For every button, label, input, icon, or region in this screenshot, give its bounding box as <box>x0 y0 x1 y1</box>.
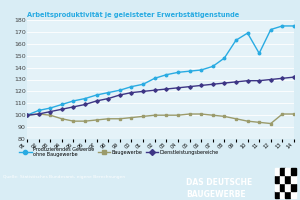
Bar <box>291 191 296 198</box>
Bar <box>291 184 296 191</box>
Bar <box>274 168 280 175</box>
Text: BAUGEWERBE: BAUGEWERBE <box>186 190 246 199</box>
Bar <box>280 168 285 175</box>
Text: Quelle: Statistisches Bundesamt, eigene Berechnungen: Quelle: Statistisches Bundesamt, eigene … <box>3 175 125 179</box>
Bar <box>285 168 290 175</box>
Bar <box>285 176 290 183</box>
Bar <box>291 176 296 183</box>
Bar <box>274 191 280 198</box>
Bar <box>280 184 285 191</box>
Bar <box>285 184 290 191</box>
Text: DAS DEUTSCHE: DAS DEUTSCHE <box>186 178 252 187</box>
Bar <box>291 168 296 175</box>
Bar <box>274 184 280 191</box>
Legend: Produzierendes Gewerbe
ohne Baugewerbe, Baugewerbe, Dienstleistungsbereiche: Produzierendes Gewerbe ohne Baugewerbe, … <box>17 145 221 159</box>
Bar <box>280 176 285 183</box>
Bar <box>280 191 285 198</box>
Text: Arbeitsproduktivität je geleisteter Erwerbstätigenstunde: Arbeitsproduktivität je geleisteter Erwe… <box>27 12 239 18</box>
Bar <box>274 176 280 183</box>
Bar <box>285 191 290 198</box>
